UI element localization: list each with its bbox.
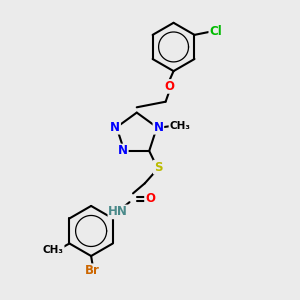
Text: S: S	[154, 161, 162, 174]
Text: HN: HN	[108, 206, 128, 218]
Text: N: N	[153, 121, 164, 134]
Text: Br: Br	[85, 264, 100, 277]
Text: N: N	[118, 145, 128, 158]
Text: O: O	[164, 80, 174, 93]
Text: Cl: Cl	[209, 26, 222, 38]
Text: CH₃: CH₃	[169, 121, 190, 131]
Text: N: N	[110, 121, 120, 134]
Text: CH₃: CH₃	[43, 245, 64, 255]
Text: O: O	[145, 192, 155, 205]
